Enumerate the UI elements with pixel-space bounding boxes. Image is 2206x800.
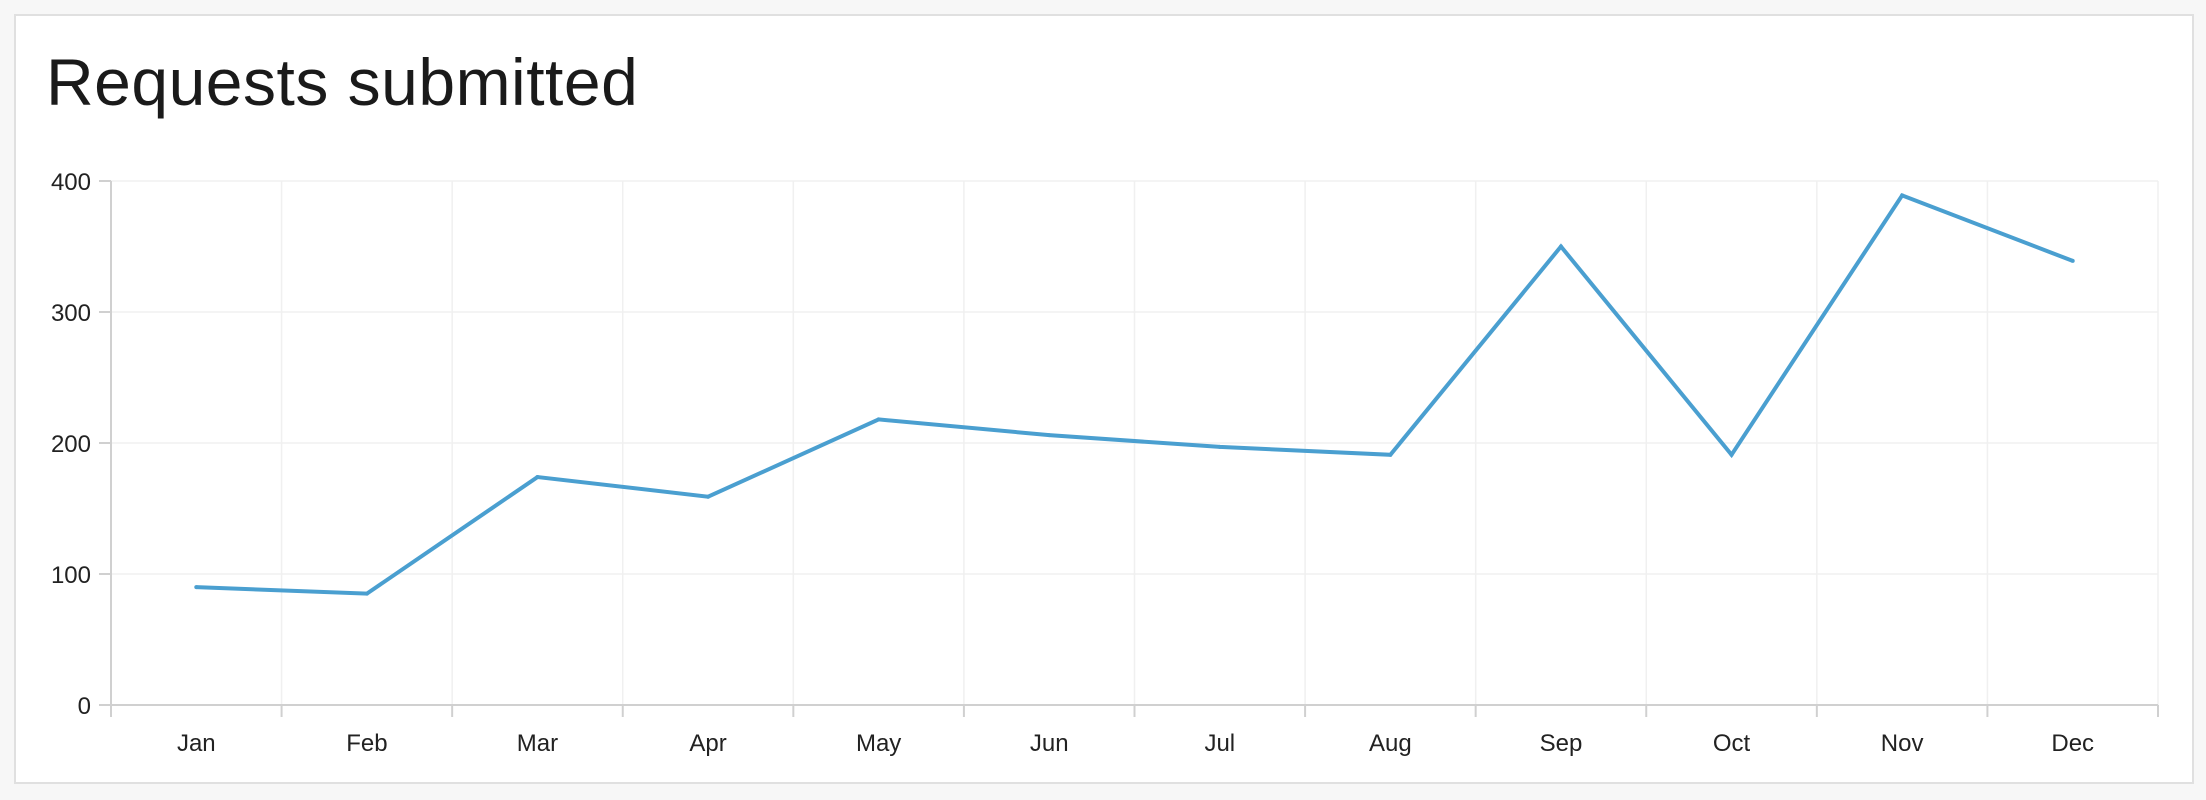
x-tick-label: Jul xyxy=(1204,730,1235,757)
data-point xyxy=(1900,193,1905,198)
chart-card: Requests submitted xyxy=(14,14,2194,784)
data-point xyxy=(2070,258,2075,263)
x-tick-label: Sep xyxy=(1540,730,1583,757)
data-point xyxy=(1388,452,1393,457)
x-tick-label: Dec xyxy=(2051,730,2094,757)
x-tick-label: Feb xyxy=(346,730,387,757)
y-tick-label: 0 xyxy=(78,693,91,720)
data-point xyxy=(194,585,199,590)
data-point xyxy=(535,475,540,480)
x-tick-label: Oct xyxy=(1713,730,1751,757)
x-tick-label: Aug xyxy=(1369,730,1412,757)
data-point xyxy=(1558,244,1563,249)
data-point xyxy=(706,494,711,499)
x-tick-label: Jan xyxy=(177,730,216,757)
y-tick-label: 400 xyxy=(51,169,91,196)
y-tick-label: 100 xyxy=(51,562,91,589)
x-tick-label: Nov xyxy=(1881,730,1924,757)
y-tick-label: 300 xyxy=(51,300,91,327)
data-point xyxy=(1047,433,1052,438)
data-point xyxy=(876,417,881,422)
y-tick-label: 200 xyxy=(51,431,91,458)
x-tick-label: Apr xyxy=(689,730,726,757)
x-tick-label: Jun xyxy=(1030,730,1069,757)
data-point xyxy=(1729,452,1734,457)
chart-title: Requests submitted xyxy=(46,45,639,119)
data-point xyxy=(364,591,369,596)
x-tick-label: May xyxy=(856,730,901,757)
x-tick-label: Mar xyxy=(517,730,558,757)
series-line xyxy=(196,192,2074,596)
data-point xyxy=(1217,444,1222,449)
